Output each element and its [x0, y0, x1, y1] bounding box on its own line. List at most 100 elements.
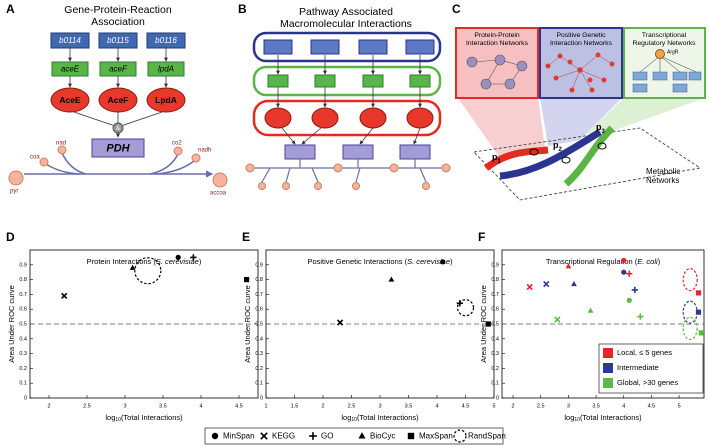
y-tick-label: 0 [260, 395, 263, 401]
data-point [565, 263, 572, 269]
title-part: Transcriptional Regulation ( [546, 257, 638, 266]
metabolite-label: nad [56, 141, 66, 147]
data-point [440, 259, 446, 265]
y-tick-label: 0.3 [19, 351, 27, 357]
chart-title: Protein Interactions (S. cerevisiae) [87, 257, 202, 266]
xlabel-part: log [341, 413, 351, 422]
legend-marker [453, 429, 467, 443]
marker-square [698, 330, 704, 336]
panel-letter: E [242, 230, 250, 244]
gene-label: b0116 [155, 36, 177, 45]
protein-label: LpdA [155, 95, 177, 105]
data-point [587, 307, 594, 313]
y-tick-label: 0.9 [19, 262, 27, 268]
path-label: p3 [596, 122, 606, 134]
panel-a: A Gene-Protein-Reaction Association b011… [6, 2, 228, 197]
data-point [682, 268, 698, 292]
arrows [68, 48, 168, 138]
y-tick-label: 0.6 [19, 307, 27, 313]
marker-square [407, 432, 415, 440]
marker-rand [682, 268, 698, 292]
marker-circle [626, 297, 632, 303]
data-point [456, 299, 475, 317]
data-point [543, 280, 550, 288]
title-part: Protein Interactions ( [87, 257, 157, 266]
transcript-label: aceF [109, 65, 128, 74]
marker-circle [175, 254, 181, 260]
data-point [388, 276, 395, 282]
marker-circle [621, 257, 627, 263]
y-tick-label: 0.1 [491, 381, 499, 387]
legend-box [204, 427, 504, 445]
path-sub: 1 [498, 159, 502, 165]
panel-b: B Pathway Associated Macromolecular Inte… [238, 2, 451, 190]
data-point [631, 286, 638, 294]
marker-rand [456, 299, 475, 317]
data-point [554, 316, 561, 323]
x-tick-label: 4.5 [648, 403, 656, 409]
x-tick-label: 4 [622, 403, 625, 409]
title-part: ) [450, 257, 453, 266]
legend-marker [309, 432, 317, 440]
marker-square [695, 290, 702, 296]
y-tick-label: 0.3 [255, 351, 263, 357]
marker-rand [134, 257, 162, 285]
x-tick-label: 1.5 [291, 403, 299, 409]
y-tick-label: 0.2 [255, 366, 263, 372]
x-tick-label: 3.5 [405, 403, 413, 409]
x-tick-label: 2.5 [537, 403, 545, 409]
y-tick-label: 0 [24, 395, 27, 401]
transcript-layer [252, 65, 442, 97]
marker-circle [211, 432, 219, 440]
x-tick-label: 2 [321, 403, 324, 409]
data-point [626, 270, 633, 277]
chart: F Transcriptional Regulation (E. coli) 0 0.… [478, 230, 705, 423]
marker-square [695, 309, 702, 315]
legend-label: Intermediate [617, 363, 659, 372]
ppi-network [466, 54, 528, 90]
gene-boxes [263, 39, 435, 55]
legend-box [598, 343, 704, 394]
legend-label: BioCyc [370, 432, 395, 441]
marker-x [554, 316, 561, 323]
marker-square [485, 321, 491, 327]
marker-x [336, 319, 344, 326]
marker-square [244, 277, 250, 283]
legend-label: MinSpan [223, 432, 255, 441]
blue-ribbon [499, 128, 602, 180]
data-point [134, 257, 162, 285]
data-point [695, 290, 702, 296]
protein-nodes [264, 107, 434, 129]
network-title: Interaction Networks [550, 40, 613, 47]
data-point [61, 292, 68, 300]
path-label: p2 [553, 140, 563, 152]
legend: Local, ≤ 5 genes Intermediate Global, >30 … [598, 343, 704, 394]
metabolite-label: pyr [10, 189, 18, 195]
legend-label: KEGG [272, 432, 295, 441]
legend-label: Local, ≤ 5 genes [617, 348, 672, 357]
data-point [571, 280, 577, 287]
network-title: Positive Genetic [556, 32, 606, 39]
x-tick-label: 4.5 [235, 403, 243, 409]
transcript-boxes [267, 74, 431, 88]
y-tick-label: 0.7 [19, 292, 27, 298]
xlabel-part: 10 [574, 417, 580, 423]
y-tick-label: 0.1 [255, 381, 263, 387]
y-tick-label: 0.5 [491, 321, 499, 327]
y-axis-label: Area Under ROC curve [7, 285, 16, 363]
genetic-network [545, 52, 615, 93]
legend-marker [358, 432, 366, 439]
path-label: p [553, 140, 559, 150]
x-tick-label: 4 [435, 403, 438, 409]
metabolite-labels: nad coa co2 nadh pyr accoa [10, 141, 227, 197]
data-point [456, 300, 463, 307]
y-tick-label: 0.2 [491, 366, 499, 372]
x-tick-label: 3 [123, 403, 126, 409]
y-tick-label: 0.5 [255, 321, 263, 327]
y-tick-label: 0.1 [19, 381, 27, 387]
regulator-label: ArgR [667, 49, 679, 55]
legend-label: RandSpan [468, 432, 506, 441]
xlabel-part: (Total Interactions) [121, 413, 183, 422]
